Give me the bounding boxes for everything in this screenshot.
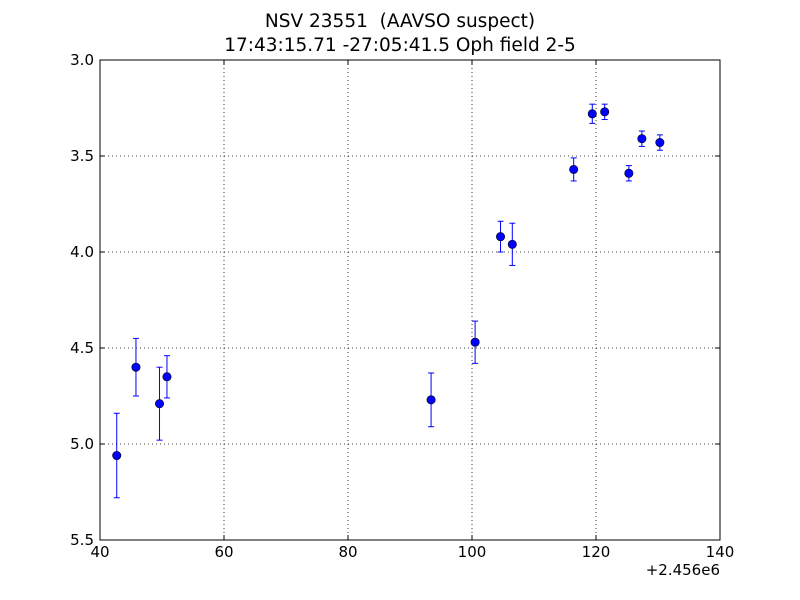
data-point-group xyxy=(507,222,517,266)
x-tick-label: 140 xyxy=(706,543,735,561)
data-series xyxy=(112,103,665,499)
data-point-group xyxy=(655,134,665,151)
x-tick-label: 100 xyxy=(458,543,487,561)
data-point-group xyxy=(112,412,122,499)
data-point xyxy=(587,109,597,119)
y-tick-label: 5.0 xyxy=(70,435,94,453)
data-point-group xyxy=(426,372,436,428)
data-point-group xyxy=(624,165,634,182)
y-tick-label: 3.0 xyxy=(70,51,94,69)
y-tick-label: 4.0 xyxy=(70,243,94,261)
grid-lines xyxy=(100,60,720,540)
x-tick-label: 60 xyxy=(214,543,233,561)
data-point xyxy=(496,232,506,242)
data-point xyxy=(131,362,141,372)
plot-area-frame xyxy=(99,59,721,541)
data-point xyxy=(507,239,517,249)
chart-title: NSV 23551 (AAVSO suspect) xyxy=(264,11,536,32)
data-point xyxy=(426,395,436,405)
axis-ticks: 40 60 80 100 120 140 3.0 3.5 4.0 4.5 5.0 5.5 xyxy=(70,51,734,561)
data-point-group xyxy=(600,103,610,121)
chart-subtitle: 17:43:15.71 -27:05:41.5 Oph field 2-5 xyxy=(224,35,576,56)
data-point xyxy=(470,337,480,347)
data-point xyxy=(624,168,634,178)
data-point-group xyxy=(496,220,506,253)
data-point-group xyxy=(470,320,480,364)
data-point xyxy=(112,451,122,461)
data-point xyxy=(162,372,172,382)
x-axis-offset-label: +2.456e6 xyxy=(646,561,720,579)
data-point-group xyxy=(162,355,172,399)
data-point-group xyxy=(155,366,165,441)
data-point xyxy=(655,138,665,148)
data-point-group xyxy=(131,337,141,397)
data-point xyxy=(600,107,610,117)
y-tick-label: 3.5 xyxy=(70,147,94,165)
data-point-group xyxy=(637,130,647,147)
data-point-group xyxy=(587,103,597,124)
data-point xyxy=(637,134,647,144)
y-tick-label: 5.5 xyxy=(70,531,94,549)
data-point xyxy=(155,399,165,409)
x-tick-label: 80 xyxy=(338,543,357,561)
x-tick-label: 40 xyxy=(90,543,109,561)
data-point xyxy=(569,164,579,174)
data-point-group xyxy=(569,157,579,182)
x-tick-label: 120 xyxy=(582,543,611,561)
y-tick-label: 4.5 xyxy=(70,339,94,357)
